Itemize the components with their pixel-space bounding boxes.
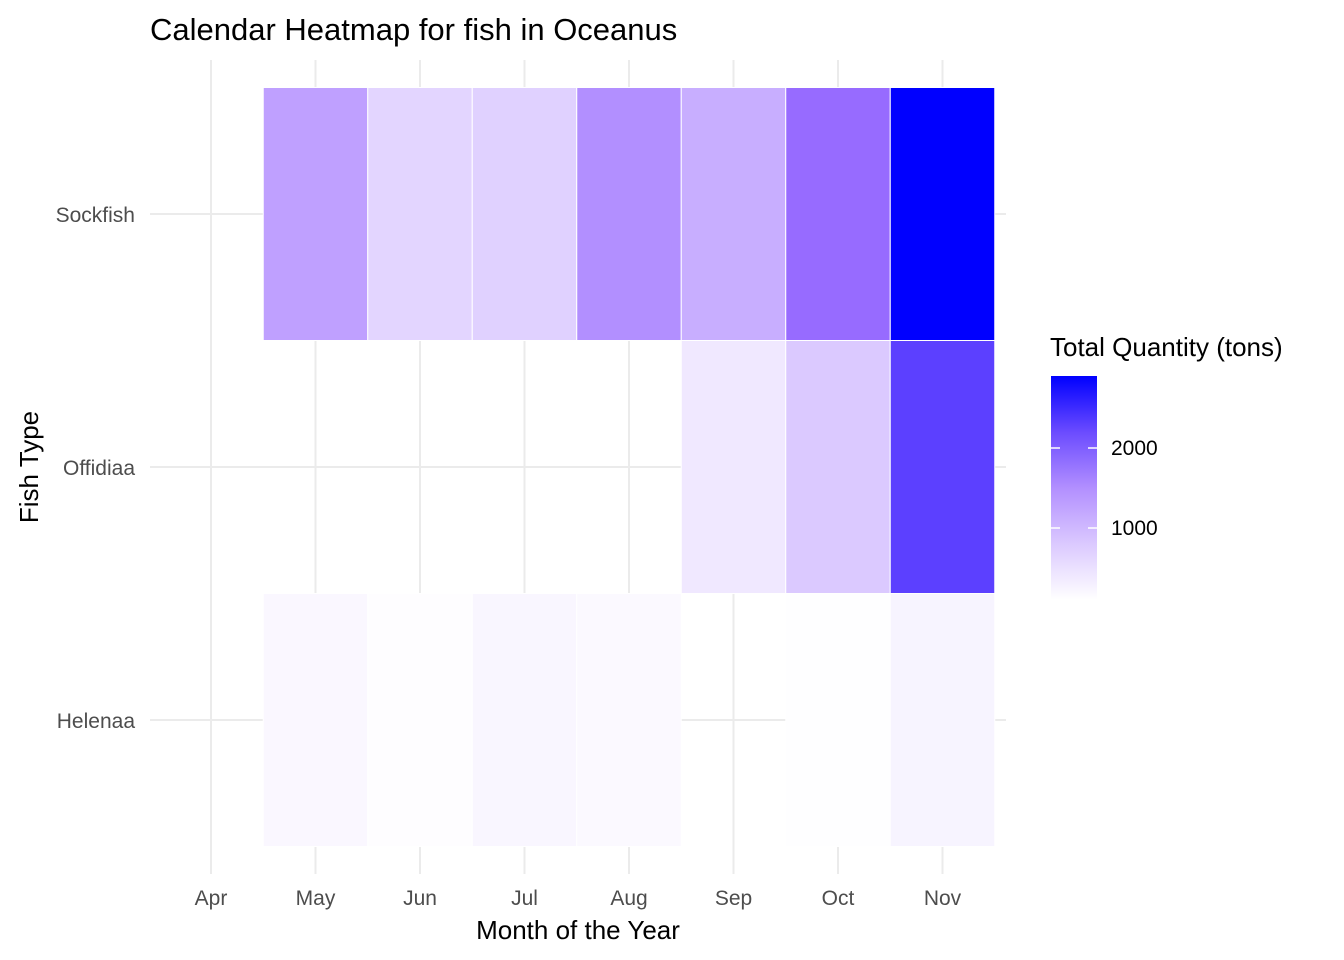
legend-tick-label: 1000 xyxy=(1111,517,1158,540)
y-axis-ticks: Helenaa Offidiaa Sockfish xyxy=(56,204,136,733)
heatmap-cell xyxy=(680,340,787,594)
heatmap-cell xyxy=(576,87,682,341)
heatmap-cell xyxy=(367,87,473,341)
x-tick-label: May xyxy=(296,887,336,910)
heatmap-cell xyxy=(471,87,578,341)
heatmap-cell xyxy=(785,593,891,847)
heatmap-cell xyxy=(367,593,473,847)
x-axis-ticks: Apr May Jun Jul Aug Sep Oct Nov xyxy=(195,887,962,910)
legend-colorbar xyxy=(1051,376,1097,600)
x-axis-title: Month of the Year xyxy=(476,915,680,945)
heatmap-cell xyxy=(889,340,996,594)
heatmap-cell xyxy=(262,87,369,341)
x-tick-label: Nov xyxy=(924,887,962,910)
x-tick-label: Jul xyxy=(511,887,538,910)
heatmap-cell xyxy=(889,593,996,847)
x-tick-label: Jun xyxy=(403,887,437,910)
y-tick-label: Helenaa xyxy=(57,710,136,733)
x-tick-label: Oct xyxy=(822,887,855,910)
heatmap-cell xyxy=(889,87,996,341)
legend: Total Quantity (tons) 1000 2000 xyxy=(1050,332,1283,600)
heatmap-cell xyxy=(680,87,787,341)
legend-tick-label: 2000 xyxy=(1111,437,1158,460)
chart-title: Calendar Heatmap for fish in Oceanus xyxy=(150,12,677,47)
legend-ticks: 1000 2000 xyxy=(1051,437,1158,540)
heatmap-cell xyxy=(785,340,891,594)
y-axis-title: Fish Type xyxy=(14,411,44,523)
x-tick-label: Aug xyxy=(610,887,647,910)
heatmap-cell xyxy=(262,593,369,847)
heatmap-cell xyxy=(576,593,682,847)
x-tick-label: Sep xyxy=(715,887,752,910)
legend-title: Total Quantity (tons) xyxy=(1050,332,1283,362)
x-tick-label: Apr xyxy=(195,887,228,910)
heatmap-cell xyxy=(471,593,578,847)
heatmap-cell xyxy=(785,87,891,341)
y-tick-label: Sockfish xyxy=(56,204,135,227)
y-tick-label: Offidiaa xyxy=(63,457,135,480)
heatmap-cells xyxy=(262,87,996,847)
